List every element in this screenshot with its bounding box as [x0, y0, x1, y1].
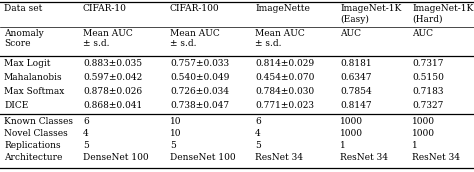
Text: ResNet 34: ResNet 34 — [340, 153, 388, 162]
Text: Replications: Replications — [4, 141, 61, 150]
Text: 10: 10 — [170, 117, 182, 126]
Text: ResNet 34: ResNet 34 — [255, 153, 303, 162]
Text: 0.868±0.041: 0.868±0.041 — [83, 101, 142, 110]
Text: Mahalanobis: Mahalanobis — [4, 73, 63, 82]
Text: 1000: 1000 — [340, 129, 363, 138]
Text: CIFAR-10: CIFAR-10 — [83, 4, 127, 13]
Text: 5: 5 — [255, 141, 261, 150]
Text: 0.540±0.049: 0.540±0.049 — [170, 73, 229, 82]
Text: DenseNet 100: DenseNet 100 — [83, 153, 149, 162]
Text: ImageNet-1K
(Easy): ImageNet-1K (Easy) — [340, 4, 401, 24]
Text: 0.738±0.047: 0.738±0.047 — [170, 101, 229, 110]
Text: Max Softmax: Max Softmax — [4, 87, 64, 96]
Text: 0.597±0.042: 0.597±0.042 — [83, 73, 142, 82]
Text: 1000: 1000 — [340, 117, 363, 126]
Text: 0.8147: 0.8147 — [340, 101, 372, 110]
Text: 1000: 1000 — [412, 117, 435, 126]
Text: DenseNet 100: DenseNet 100 — [170, 153, 236, 162]
Text: 0.771±0.023: 0.771±0.023 — [255, 101, 314, 110]
Text: ImageNette: ImageNette — [255, 4, 310, 13]
Text: 0.454±0.070: 0.454±0.070 — [255, 73, 314, 82]
Text: 0.5150: 0.5150 — [412, 73, 444, 82]
Text: 0.757±0.033: 0.757±0.033 — [170, 59, 229, 68]
Text: 5: 5 — [170, 141, 176, 150]
Text: 6: 6 — [83, 117, 89, 126]
Text: 1: 1 — [412, 141, 418, 150]
Text: 0.814±0.029: 0.814±0.029 — [255, 59, 314, 68]
Text: ResNet 34: ResNet 34 — [412, 153, 460, 162]
Text: Max Logit: Max Logit — [4, 59, 51, 68]
Text: 0.878±0.026: 0.878±0.026 — [83, 87, 142, 96]
Text: 6: 6 — [255, 117, 261, 126]
Text: 0.7854: 0.7854 — [340, 87, 372, 96]
Text: Anomaly
Score: Anomaly Score — [4, 29, 44, 48]
Text: 0.883±0.035: 0.883±0.035 — [83, 59, 142, 68]
Text: 10: 10 — [170, 129, 182, 138]
Text: 0.7327: 0.7327 — [412, 101, 443, 110]
Text: Mean AUC
± s.d.: Mean AUC ± s.d. — [170, 29, 220, 48]
Text: Mean AUC
± s.d.: Mean AUC ± s.d. — [83, 29, 133, 48]
Text: 1000: 1000 — [412, 129, 435, 138]
Text: 0.784±0.030: 0.784±0.030 — [255, 87, 314, 96]
Text: Known Classes: Known Classes — [4, 117, 73, 126]
Text: 4: 4 — [83, 129, 89, 138]
Text: Architecture: Architecture — [4, 153, 63, 162]
Text: 4: 4 — [255, 129, 261, 138]
Text: 0.726±0.034: 0.726±0.034 — [170, 87, 229, 96]
Text: Novel Classes: Novel Classes — [4, 129, 68, 138]
Text: AUC: AUC — [340, 29, 361, 38]
Text: 1: 1 — [340, 141, 346, 150]
Text: CIFAR-100: CIFAR-100 — [170, 4, 219, 13]
Text: ImageNet-1K
(Hard): ImageNet-1K (Hard) — [412, 4, 474, 23]
Text: Data set: Data set — [4, 4, 42, 13]
Text: 5: 5 — [83, 141, 89, 150]
Text: 0.6347: 0.6347 — [340, 73, 372, 82]
Text: 0.7183: 0.7183 — [412, 87, 444, 96]
Text: Mean AUC
± s.d.: Mean AUC ± s.d. — [255, 29, 305, 48]
Text: DICE: DICE — [4, 101, 28, 110]
Text: 0.7317: 0.7317 — [412, 59, 444, 68]
Text: 0.8181: 0.8181 — [340, 59, 372, 68]
Text: AUC: AUC — [412, 29, 433, 38]
